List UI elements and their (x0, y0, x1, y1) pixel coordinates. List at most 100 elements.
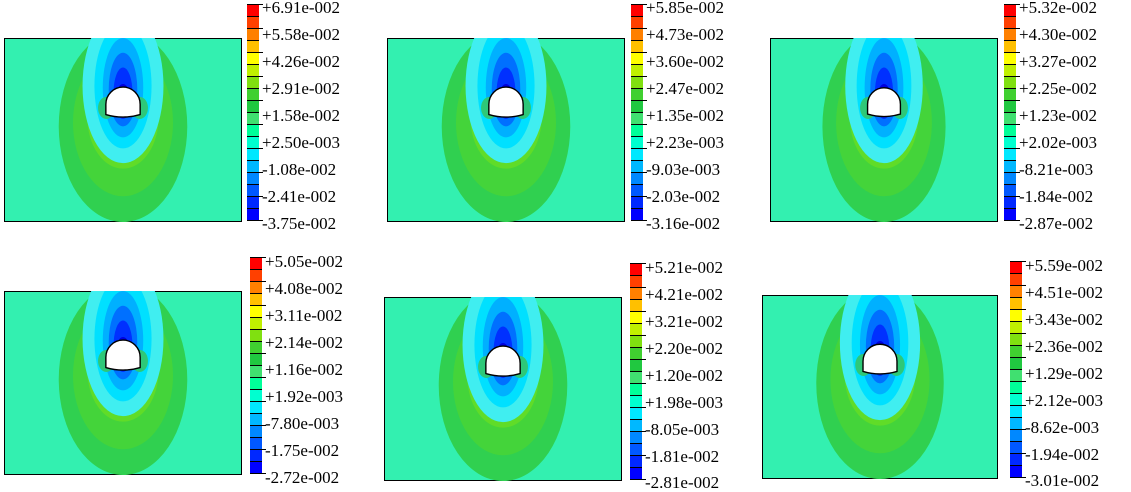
legend-color-band (630, 287, 642, 299)
legend-color-band (250, 281, 262, 293)
legend-color-band (247, 184, 259, 196)
legend-color-band (1004, 172, 1016, 184)
legend-label: -1.08e-002 (262, 160, 337, 179)
legend-tick (630, 443, 642, 444)
legend-tick (250, 317, 262, 318)
legend-tick (1010, 345, 1022, 346)
legend-tick (630, 383, 646, 384)
legend-label: +5.32e-002 (1019, 0, 1098, 17)
legend-color-band (1010, 465, 1022, 477)
legend-color-band (250, 353, 262, 365)
legend-tick (247, 208, 259, 209)
legend-label: +2.14e-002 (265, 333, 344, 352)
legend-color-band (631, 172, 643, 184)
tunnel-opening (866, 87, 902, 118)
legend-tick (247, 76, 263, 77)
legend-color-band (1010, 381, 1022, 393)
legend-tick (630, 311, 646, 312)
legend-tick (1004, 136, 1016, 137)
legend-tick (1004, 100, 1020, 101)
legend-tick (250, 281, 266, 282)
legend-label: +1.23e-002 (1019, 106, 1098, 125)
legend-tick (250, 329, 266, 330)
legend-tick (1010, 273, 1022, 274)
legend-label: -3.01e-002 (1025, 471, 1100, 490)
legend-color-band (631, 64, 643, 76)
legend-color-band (1004, 76, 1016, 88)
legend-tick (631, 16, 643, 17)
legend-tick (630, 455, 646, 456)
legend-tick (630, 263, 646, 264)
legend-label: +5.59e-002 (1025, 256, 1104, 275)
legend-tick (247, 196, 263, 197)
legend-tick (630, 431, 646, 432)
legend-color-band (1004, 16, 1016, 28)
legend-label: -2.81e-002 (645, 473, 720, 492)
color-legend (1004, 4, 1020, 221)
legend-label: +2.20e-002 (645, 339, 724, 358)
color-legend (1010, 261, 1026, 478)
legend-color-band (250, 425, 262, 437)
legend-color-band (630, 347, 642, 359)
legend-tick (247, 100, 263, 101)
tunnel-opening (485, 345, 521, 377)
legend-tick (250, 437, 262, 438)
legend-tick (247, 124, 263, 125)
tunnel-opening (488, 86, 524, 118)
legend-label: +6.91e-002 (262, 0, 341, 17)
legend-tick (1010, 417, 1022, 418)
legend-color-band (631, 100, 643, 112)
legend-label: +1.98e-003 (645, 393, 724, 412)
legend-tick (1004, 196, 1020, 197)
legend-tick (247, 184, 259, 185)
legend-tick (630, 407, 646, 408)
legend-label: -7.80e-003 (265, 414, 340, 433)
legend-tick (250, 365, 262, 366)
legend-tick (631, 4, 647, 5)
legend-tick (631, 100, 647, 101)
legend-tick (631, 208, 643, 209)
legend-tick (631, 52, 647, 53)
legend-label: +4.73e-002 (646, 25, 725, 44)
legend-tick (631, 196, 647, 197)
legend-tick (1010, 297, 1022, 298)
legend-label: +1.16e-002 (265, 360, 344, 379)
legend-tick (247, 160, 259, 161)
tunnel-opening (105, 339, 141, 371)
legend-color-band (1010, 405, 1022, 417)
legend-color-band (1010, 333, 1022, 345)
legend-color-band (630, 335, 642, 347)
legend-color-band (1004, 52, 1016, 64)
legend-color-band (250, 317, 262, 329)
legend-color-band (630, 443, 642, 455)
legend-color-band (247, 100, 259, 112)
legend-color-band (250, 365, 262, 377)
legend-color-band (250, 257, 262, 269)
legend-label: -8.05e-003 (645, 420, 720, 439)
legend-label: -3.16e-002 (646, 214, 721, 233)
legend-color-band (247, 88, 259, 100)
legend-tick (1010, 441, 1022, 442)
legend-color-band (1004, 124, 1016, 136)
legend-label: +4.26e-002 (262, 52, 341, 71)
legend-tick (631, 136, 643, 137)
legend-color-band (631, 136, 643, 148)
legend-tick (1010, 429, 1026, 430)
legend-color-band (247, 160, 259, 172)
legend-tick (1010, 465, 1022, 466)
legend-tick (1010, 477, 1026, 478)
legend-color-band (630, 263, 642, 275)
color-legend (631, 4, 647, 221)
legend-tick (247, 112, 259, 113)
legend-tick (630, 323, 642, 324)
legend-tick (631, 28, 647, 29)
legend-color-band (1010, 261, 1022, 273)
legend-color-band (1010, 429, 1022, 441)
legend-label: +1.58e-002 (262, 106, 341, 125)
legend-color-band (630, 323, 642, 335)
legend-tick (631, 220, 647, 221)
legend-color-band (1004, 28, 1016, 40)
legend-tick (250, 269, 262, 270)
legend-color-band (1010, 393, 1022, 405)
legend-label: -8.62e-003 (1025, 418, 1100, 437)
